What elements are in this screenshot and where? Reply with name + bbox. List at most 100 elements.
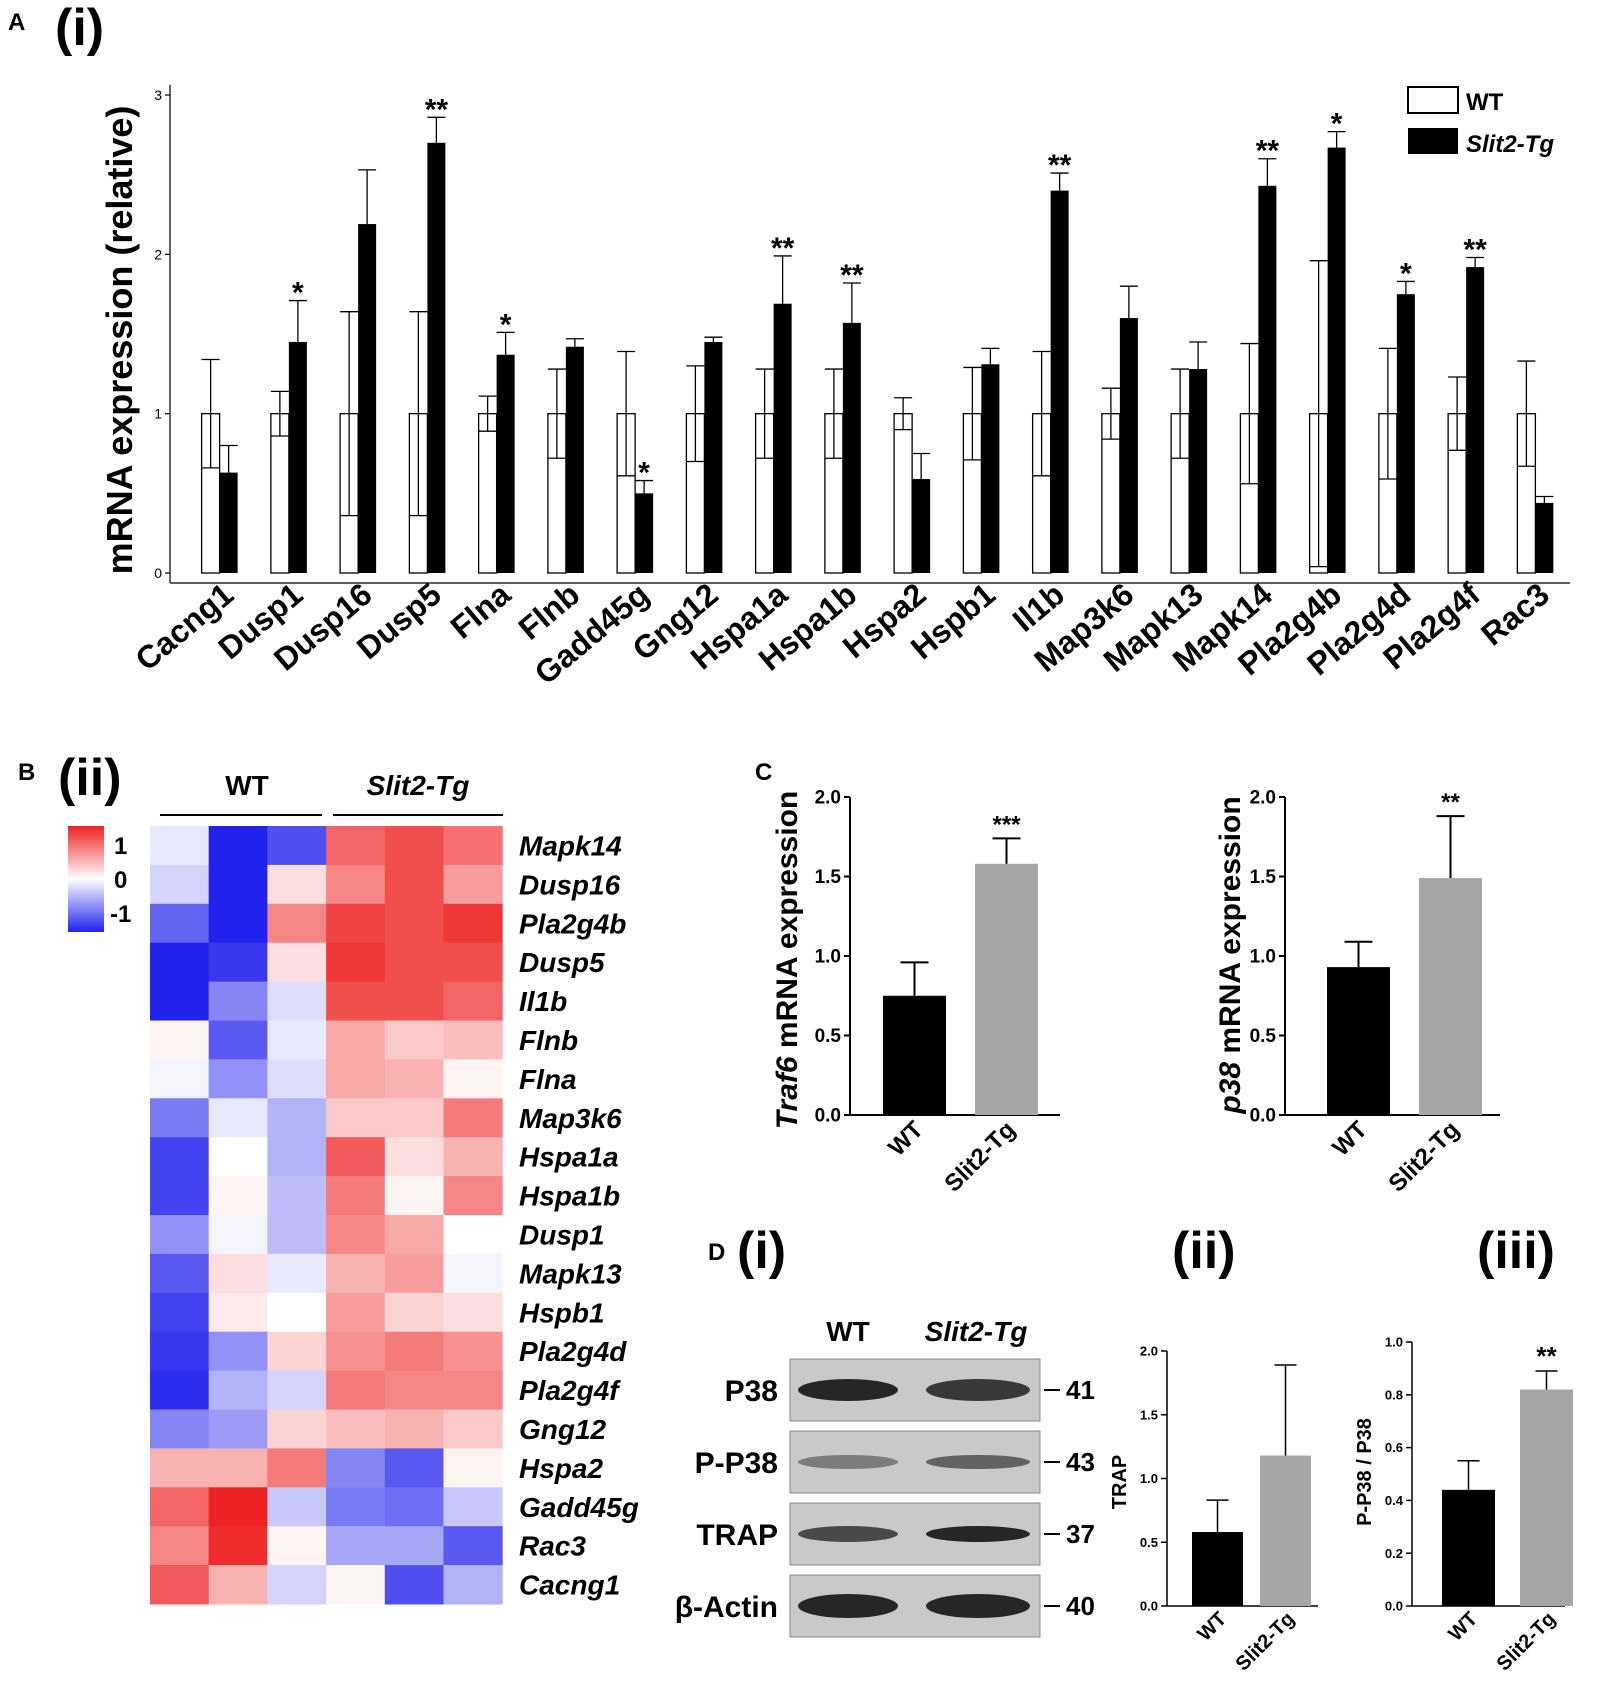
heatmap-cell-gadd45g-3: [267, 1487, 327, 1527]
heatmap-cell-hspb1-2: [208, 1292, 268, 1333]
heatmap-row-label-hspa1b: Hspa1b: [519, 1181, 620, 1212]
bar-slit2-tg-pla2g4b: [1327, 147, 1346, 573]
heatmap-cell-hspa1b-6: [443, 1176, 503, 1216]
heatmap-cell-dusp1-3: [267, 1215, 327, 1255]
errorbar-wt-gng12: [686, 365, 705, 463]
heatmap-cell-hspa2-3: [267, 1448, 327, 1488]
errorbar-slit2-tg-il1b: [1050, 172, 1069, 191]
chart-chartD3-errorbar-slit2-tg: [1535, 1370, 1558, 1390]
chart-a-legend: WT Slit2-Tg: [1407, 86, 1554, 158]
chart-chartC1-xtick-wt: WT: [883, 1116, 929, 1162]
heatmap-cell-dusp16-5: [384, 864, 444, 905]
heatmap-cell-mapk13-2: [208, 1253, 268, 1294]
chart-chartD2-ytick-label: 2.0: [1140, 1344, 1158, 1359]
bar-slit2-tg-gadd45g: [635, 493, 654, 573]
heatmap-row-label-pla2g4f: Pla2g4f: [519, 1375, 621, 1406]
errorbar-wt-hspa2: [894, 397, 913, 431]
heatmap-cell-gadd45g-6: [443, 1487, 503, 1527]
heatmap-cell-hspa1b-4: [326, 1176, 386, 1216]
bar-slit2-tg-flna: [496, 354, 515, 573]
chart-chartC2-ytick-label: 0.0: [1250, 1106, 1276, 1127]
chart-chartD2-ytick-label: 1.0: [1140, 1471, 1158, 1486]
heatmap-cell-flnb-1: [150, 1020, 210, 1060]
chart-a-ytick-label: 3: [154, 87, 162, 103]
heatmap-cell-map3k6-6: [443, 1098, 503, 1138]
heatmap-cell-flnb-2: [208, 1020, 268, 1060]
heatmap-cell-hspa1a-2: [208, 1137, 268, 1177]
chart-a-mrna-expression: mRNA expression (relative) WT Slit2-Tg 0…: [99, 85, 1570, 691]
chart-c2-y-axis-label: p38 mRNA expression: [1214, 796, 1247, 1114]
chart-chartD3-bar-wt: [1442, 1489, 1495, 1606]
chart-chartD2-xtick-slit2-tg: Slit2-Tg: [1232, 1608, 1299, 1675]
heatmap-cell-pla2g4f-4: [326, 1370, 386, 1410]
chart-chartD3-ytick-label: 0.4: [1385, 1493, 1404, 1508]
heatmap-cell-rac3-5: [384, 1526, 444, 1566]
significance-dusp1: *: [292, 277, 304, 310]
heatmap-row-label-pla2g4d: Pla2g4d: [519, 1336, 627, 1367]
chart-chartC1-ytick-label: 1.0: [815, 947, 841, 968]
chart-chartD3-ytick-label: 0.6: [1385, 1440, 1403, 1455]
heatmap-cell-dusp5-3: [267, 942, 327, 983]
chart-chartD3-errorbar-wt: [1457, 1460, 1480, 1490]
chart-chartC2-significance: **: [1441, 789, 1460, 816]
chart-c-p38: p38 mRNA expression 0.0 0.5 1.0 1.5 2.0 WT ** S…: [1214, 788, 1500, 1197]
legend-label-wt: WT: [1466, 89, 1504, 116]
blot-band-wt-actin: [798, 1594, 898, 1618]
bar-wt-hspa2: [893, 413, 913, 574]
heatmap-cell-hspa2-5: [384, 1448, 444, 1488]
heatmap-cell-flna-2: [208, 1059, 268, 1099]
heatmap-row-label-cacng1: Cacng1: [519, 1570, 620, 1601]
heatmap-scale-mid-label: 0: [114, 867, 127, 894]
errorbar-slit2-tg-flna: [496, 331, 515, 355]
panel-label-a: A: [8, 9, 25, 36]
blot-marker-p38: 41: [1066, 1375, 1095, 1405]
heatmap-row-label-gadd45g: Gadd45g: [519, 1492, 639, 1523]
heatmap-cell-gng12-1: [150, 1409, 210, 1449]
heatmap-cell-pla2g4d-2: [208, 1331, 268, 1372]
significance-pla2g4d: *: [1400, 257, 1412, 290]
errorbar-slit2-tg-pla2g4b: [1327, 130, 1346, 148]
bar-slit2-tg-flnb: [565, 346, 584, 573]
chart-c-traf6: Traf6 mRNA expression 0.0 0.5 1.0 1.5 2.0 WT *…: [771, 788, 1060, 1197]
heatmap-cell-mapk13-5: [384, 1253, 444, 1294]
chart-chartC2-ytick-label: 1.0: [1250, 947, 1276, 968]
heatmap-cell-mapk14-4: [326, 826, 386, 866]
heatmap-cell-dusp16-2: [208, 864, 268, 905]
blot-marker-trap: 37: [1066, 1519, 1095, 1549]
chart-chartD3-ytick-label: 1.0: [1385, 1335, 1403, 1350]
bar-slit2-tg-hspa1a: [773, 303, 792, 573]
errorbar-wt-hspb1: [963, 366, 982, 461]
errorbar-slit2-tg-pla2g4f: [1466, 256, 1485, 268]
heatmap-cell-pla2g4d-1: [150, 1331, 210, 1372]
heatmap-cell-hspb1-3: [267, 1292, 327, 1333]
heatmap-cell-pla2g4d-6: [443, 1331, 503, 1372]
errorbar-slit2-tg-mapk14: [1258, 158, 1277, 186]
bar-slit2-tg-hspa2: [912, 478, 931, 573]
bar-slit2-tg-mapk14: [1258, 185, 1277, 573]
heatmap-scale-max-label: 1: [114, 833, 127, 860]
heatmap-cell-pla2g4d-5: [384, 1331, 444, 1372]
heatmap-group-label-slit2-tg: Slit2-Tg: [367, 770, 470, 801]
errorbar-wt-dusp1: [270, 390, 289, 437]
chart-chartC1-errorbar-slit2-tg: [992, 837, 1021, 864]
heatmap-row-label-hspa2: Hspa2: [519, 1453, 603, 1484]
heatmap-cell-hspa1a-3: [267, 1137, 327, 1177]
significance-pla2g4f: **: [1463, 234, 1487, 267]
heatmap-cell-gng12-4: [326, 1409, 386, 1449]
chart-chartC1-ytick-label: 1.5: [815, 867, 842, 888]
heatmap-cell-map3k6-3: [267, 1098, 327, 1138]
heatmap-cell-pla2g4d-4: [326, 1331, 386, 1372]
heatmap-cell-il1b-6: [443, 981, 503, 1021]
heatmap-cell-pla2g4d-3: [267, 1331, 327, 1372]
heatmap-group-label-wt: WT: [225, 770, 269, 801]
blot-marker-p-p38: 43: [1066, 1447, 1095, 1477]
chart-chartC1-errorbar-wt: [900, 961, 929, 996]
heatmap-cell-hspa1b-2: [208, 1176, 268, 1216]
heatmap-cell-dusp1-4: [326, 1215, 386, 1255]
heatmap-cell-dusp1-6: [443, 1215, 503, 1255]
errorbar-wt-pla2g4f: [1448, 376, 1467, 451]
western-blot: WT Slit2-Tg P38 41 P-P38 43 TRAP 37 β-Actin 40: [675, 1316, 1095, 1638]
chart-chartD2-ytick-label: 1.5: [1140, 1407, 1158, 1422]
bar-slit2-tg-mapk13: [1189, 369, 1208, 573]
errorbar-wt-dusp5: [409, 311, 428, 517]
